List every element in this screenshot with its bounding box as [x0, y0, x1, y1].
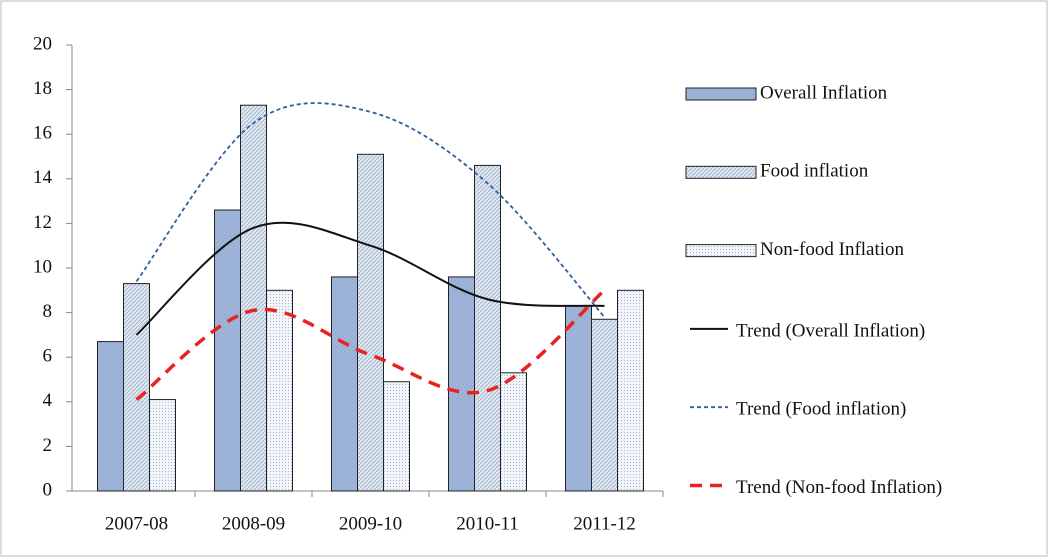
x-tick-label: 2009-10 [339, 513, 402, 534]
x-tick-label: 2008-09 [222, 513, 285, 534]
y-tick-label: 0 [43, 479, 53, 500]
legend-label: Trend (Non-food Inflation) [736, 477, 942, 498]
y-tick-label: 2 [43, 435, 53, 456]
x-tick-label: 2007-08 [105, 513, 168, 534]
trend-line [135, 102, 606, 318]
legend-label: Non-food Inflation [760, 239, 905, 260]
x-tick-label: 2011-12 [573, 513, 636, 534]
legend-label: Overall Inflation [760, 82, 888, 103]
legend-label: Trend (Food inflation) [736, 399, 906, 420]
legend-label: Trend (Overall Inflation) [736, 320, 925, 341]
legend-label: Food inflation [760, 161, 869, 182]
y-tick-label: 12 [33, 212, 52, 233]
y-tick-label: 20 [33, 33, 52, 54]
x-tick-label: 2010-11 [456, 513, 519, 534]
bar [97, 341, 124, 492]
bar [149, 399, 176, 492]
y-tick-label: 6 [43, 346, 53, 367]
legend-swatch [685, 87, 757, 101]
legend-swatch [685, 165, 757, 179]
bar [474, 164, 501, 492]
bar [357, 153, 384, 492]
y-tick-label: 4 [43, 390, 53, 411]
y-tick-label: 18 [33, 78, 52, 99]
bar [123, 283, 150, 492]
bar [565, 305, 592, 492]
y-tick-label: 16 [33, 123, 52, 144]
bar [591, 318, 618, 492]
bar [240, 104, 267, 492]
y-tick-label: 10 [33, 256, 52, 277]
bar [617, 289, 644, 492]
bar [500, 372, 527, 492]
legend-swatch [685, 244, 757, 258]
bar [266, 289, 293, 492]
y-tick-label: 14 [33, 167, 53, 188]
bar [214, 209, 241, 492]
bar [383, 381, 410, 492]
bar [331, 276, 358, 492]
trend-line [135, 221, 605, 336]
y-tick-label: 8 [43, 301, 53, 322]
bar [448, 276, 475, 492]
